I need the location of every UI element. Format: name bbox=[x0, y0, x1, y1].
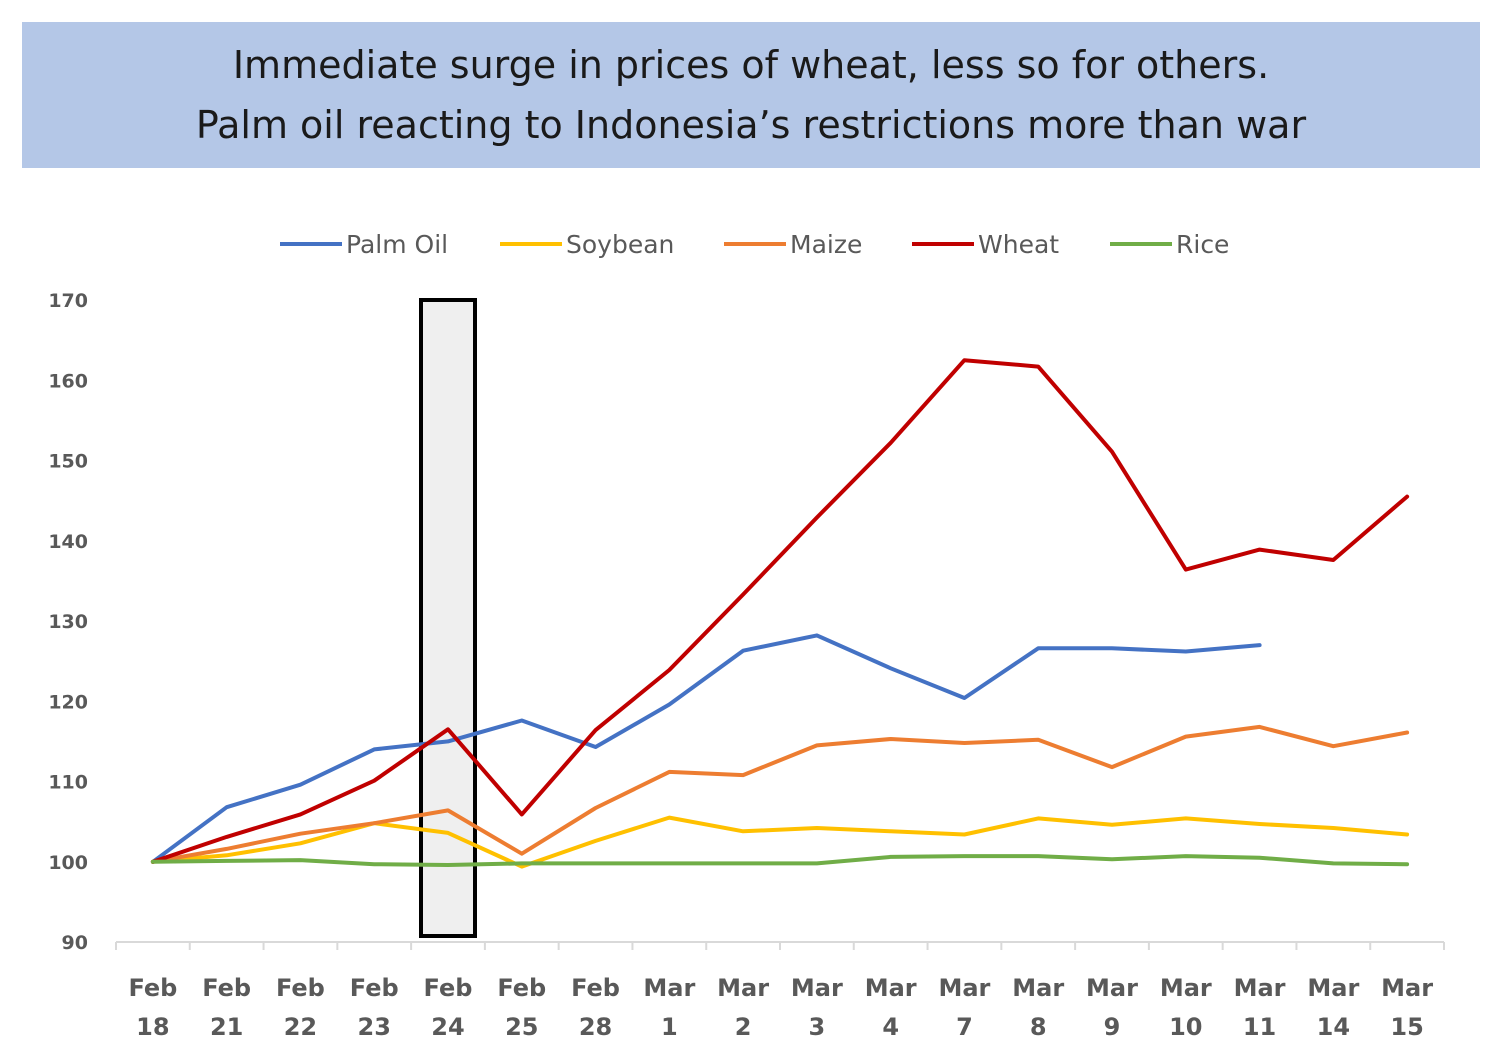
y-tick-label: 150 bbox=[48, 451, 88, 473]
x-tick-label: Feb 28 bbox=[571, 974, 620, 1041]
x-tick-label: Mar 9 bbox=[1086, 974, 1138, 1041]
x-tick-label: Mar 7 bbox=[938, 974, 990, 1041]
x-tick-label: Mar 14 bbox=[1307, 974, 1359, 1041]
y-tick-label: 100 bbox=[48, 852, 88, 874]
y-tick-label: 110 bbox=[48, 772, 88, 794]
axis-layer: 90 100 110 120 130 140 150 160 170 Feb 18 Feb 21 Feb 2… bbox=[48, 290, 1445, 1041]
x-tick-label: Mar 3 bbox=[791, 974, 843, 1041]
chart-title: Immediate surge in prices of wheat, less… bbox=[232, 43, 1270, 87]
y-tick-label: 160 bbox=[48, 370, 88, 392]
series-line-maize bbox=[150, 724, 1410, 864]
y-tick-label: 170 bbox=[48, 290, 88, 312]
x-tick-label: Mar 11 bbox=[1234, 974, 1286, 1041]
x-tick-label: Mar 4 bbox=[865, 974, 917, 1041]
x-tick-label: Mar 1 bbox=[643, 974, 695, 1041]
x-tick-label: Feb 23 bbox=[350, 974, 399, 1041]
x-tick-label: Mar 15 bbox=[1381, 974, 1433, 1041]
x-tick-label: Mar 2 bbox=[717, 974, 769, 1041]
x-tick-label: Mar 10 bbox=[1160, 974, 1212, 1041]
y-tick-label: 90 bbox=[62, 932, 88, 954]
x-tick-label: Feb 22 bbox=[276, 974, 325, 1041]
legend: Palm Oil Soybean Maize Wheat Rice bbox=[280, 230, 1229, 259]
legend-label: Wheat bbox=[978, 230, 1059, 259]
title-banner: Immediate surge in prices of wheat, less… bbox=[22, 22, 1480, 168]
series-line-wheat bbox=[150, 358, 1410, 864]
x-tick-label: Feb 18 bbox=[128, 974, 177, 1041]
y-tick-label: 120 bbox=[48, 691, 88, 713]
series-line-soybean bbox=[150, 815, 1410, 869]
x-tick-label: Feb 24 bbox=[424, 974, 473, 1041]
legend-label: Soybean bbox=[566, 230, 674, 259]
x-tick-label: Feb 21 bbox=[202, 974, 251, 1041]
y-tick-label: 140 bbox=[48, 531, 88, 553]
legend-label: Rice bbox=[1176, 230, 1229, 259]
chart-subtitle: Palm oil reacting to Indonesia’s restric… bbox=[195, 103, 1307, 147]
legend-label: Maize bbox=[790, 230, 862, 259]
series-layer bbox=[150, 358, 1410, 869]
series-line-rice bbox=[150, 854, 1410, 867]
x-tick-label: Mar 8 bbox=[1012, 974, 1064, 1041]
y-tick-label: 130 bbox=[48, 611, 88, 633]
legend-label: Palm Oil bbox=[346, 230, 448, 259]
series-line-palm-oil bbox=[150, 633, 1262, 864]
x-tick-label: Feb 25 bbox=[497, 974, 546, 1041]
